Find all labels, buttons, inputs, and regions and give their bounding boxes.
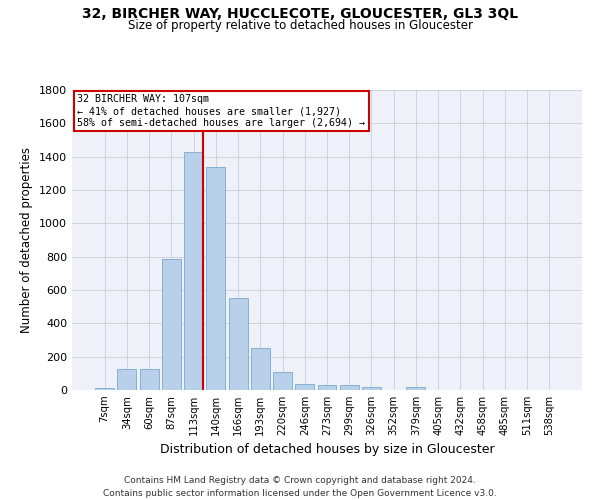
Bar (118, 369, 136, 390)
Bar (406, 386, 425, 390)
Bar (162, 259, 181, 390)
Text: Distribution of detached houses by size in Gloucester: Distribution of detached houses by size … (160, 442, 494, 456)
Bar (251, 348, 270, 390)
Bar (273, 372, 292, 390)
Bar (362, 386, 381, 390)
Text: 32 BIRCHER WAY: 107sqm
← 41% of detached houses are smaller (1,927)
58% of semi-: 32 BIRCHER WAY: 107sqm ← 41% of detached… (77, 94, 365, 128)
Bar (140, 369, 158, 390)
Bar (340, 385, 359, 390)
Bar (229, 298, 248, 390)
Bar (317, 385, 337, 390)
Text: Size of property relative to detached houses in Gloucester: Size of property relative to detached ho… (128, 19, 473, 32)
Bar (95, 388, 114, 390)
Y-axis label: Number of detached properties: Number of detached properties (20, 147, 34, 333)
Bar (295, 384, 314, 390)
Bar (184, 152, 203, 390)
Text: Contains HM Land Registry data © Crown copyright and database right 2024.
Contai: Contains HM Land Registry data © Crown c… (103, 476, 497, 498)
Bar (206, 166, 225, 390)
Text: 32, BIRCHER WAY, HUCCLECOTE, GLOUCESTER, GL3 3QL: 32, BIRCHER WAY, HUCCLECOTE, GLOUCESTER,… (82, 8, 518, 22)
